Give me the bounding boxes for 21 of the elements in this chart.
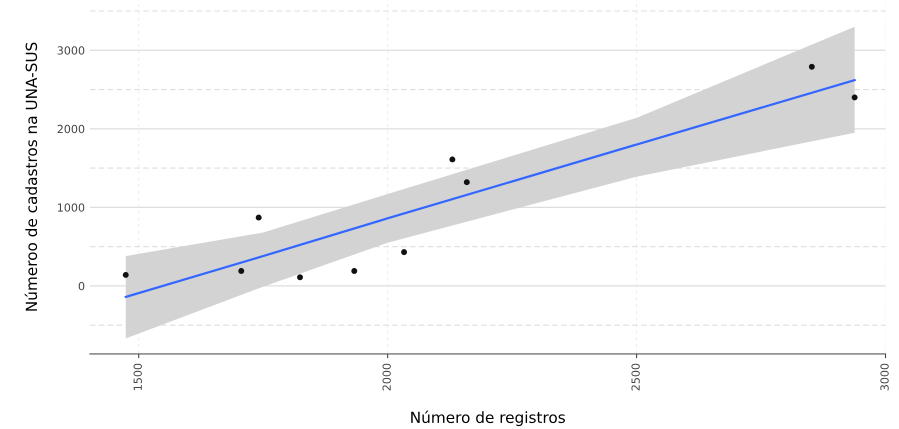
y-tick-label: 0 <box>78 282 84 290</box>
point <box>122 272 129 278</box>
x-axis-title: Número de registros <box>411 410 565 426</box>
point <box>238 268 244 274</box>
point <box>297 274 303 280</box>
point <box>256 214 262 221</box>
point <box>808 64 815 70</box>
point <box>464 179 470 186</box>
x-tick-label: 2000 <box>382 364 391 390</box>
y-axis-title: Númeroo de cadastros na UNA-SUS <box>24 42 38 311</box>
point <box>401 249 408 256</box>
y-tick-label: 1000 <box>58 203 84 212</box>
x-tick-label: 1500 <box>134 364 142 390</box>
point <box>852 94 858 100</box>
y-tick-label: 2000 <box>58 124 84 134</box>
point <box>351 268 358 274</box>
x-tick-label: 2500 <box>631 364 640 390</box>
x-tick-label: 3000 <box>880 364 889 390</box>
y-tick-label: 3000 <box>58 46 84 55</box>
line-series <box>124 79 856 298</box>
point <box>449 156 456 162</box>
